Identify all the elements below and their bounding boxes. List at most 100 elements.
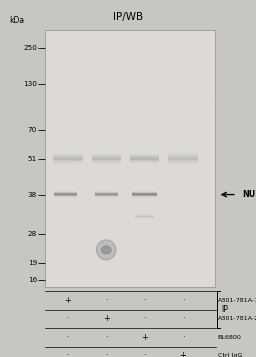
Point	[50, 110, 54, 116]
Point	[98, 152, 102, 157]
Point	[162, 280, 166, 286]
Point	[157, 106, 161, 112]
Bar	[168, 156, 198, 157]
Point	[176, 212, 180, 218]
Point	[136, 52, 141, 57]
Bar	[168, 153, 198, 154]
Point	[106, 263, 110, 269]
Point	[74, 151, 78, 157]
Point	[202, 137, 206, 143]
Point	[90, 241, 94, 247]
Point	[108, 44, 112, 50]
Point	[153, 191, 157, 197]
Point	[121, 184, 125, 190]
Point	[101, 32, 105, 38]
Point	[114, 62, 118, 68]
Point	[204, 152, 208, 158]
Point	[114, 38, 118, 44]
Text: ·: ·	[143, 351, 146, 357]
Point	[47, 233, 51, 239]
Point	[93, 42, 97, 47]
Point	[100, 122, 104, 128]
Bar	[54, 194, 77, 195]
Point	[168, 46, 172, 51]
Bar	[130, 160, 159, 161]
Point	[175, 88, 179, 94]
Point	[169, 127, 173, 132]
Bar	[92, 156, 121, 157]
Point	[90, 154, 94, 159]
Point	[181, 76, 185, 82]
Point	[193, 156, 197, 162]
Point	[185, 65, 189, 71]
Point	[66, 259, 70, 265]
Point	[128, 191, 132, 197]
Point	[114, 188, 118, 194]
Point	[55, 245, 59, 251]
Bar	[95, 194, 118, 195]
Point	[112, 39, 116, 45]
Point	[113, 46, 118, 51]
Point	[115, 279, 119, 285]
Point	[45, 139, 49, 144]
Point	[90, 277, 94, 282]
Text: 28: 28	[28, 231, 37, 237]
Point	[181, 204, 185, 210]
Point	[91, 254, 95, 260]
Point	[152, 168, 156, 174]
Point	[121, 248, 125, 254]
Point	[48, 200, 52, 206]
Point	[166, 207, 170, 213]
Point	[98, 236, 102, 242]
Point	[173, 261, 177, 266]
Point	[182, 255, 186, 261]
Point	[164, 35, 168, 41]
Bar	[53, 154, 82, 155]
Point	[82, 48, 87, 54]
Point	[93, 155, 97, 161]
Text: ·: ·	[143, 296, 146, 305]
Point	[113, 210, 117, 216]
Point	[132, 168, 136, 174]
Point	[53, 140, 57, 145]
Point	[126, 238, 131, 244]
Point	[121, 233, 125, 238]
Point	[146, 267, 150, 273]
Point	[200, 87, 204, 92]
Point	[68, 197, 72, 202]
Point	[87, 63, 91, 69]
Bar	[168, 162, 198, 164]
Point	[192, 195, 196, 201]
Point	[197, 150, 201, 156]
Ellipse shape	[97, 240, 116, 260]
Bar	[130, 159, 159, 160]
Point	[200, 279, 204, 285]
Point	[102, 270, 106, 275]
Point	[46, 246, 50, 252]
Point	[87, 154, 91, 159]
Point	[182, 177, 186, 183]
Bar	[53, 158, 82, 159]
Text: 16: 16	[28, 277, 37, 283]
Point	[97, 134, 101, 140]
Bar	[168, 161, 198, 162]
Bar	[135, 214, 154, 215]
Point	[140, 220, 144, 226]
Point	[62, 179, 66, 185]
Point	[170, 273, 175, 279]
Point	[68, 47, 72, 52]
Point	[70, 120, 74, 126]
Point	[152, 270, 156, 276]
Point	[151, 111, 155, 117]
Point	[186, 216, 190, 222]
Point	[83, 43, 87, 49]
Point	[108, 68, 112, 74]
Point	[56, 225, 60, 231]
Bar	[168, 157, 198, 158]
Point	[176, 75, 180, 80]
Point	[177, 186, 181, 192]
Point	[124, 145, 128, 151]
Point	[155, 166, 159, 172]
Point	[51, 136, 55, 142]
Point	[108, 213, 112, 219]
